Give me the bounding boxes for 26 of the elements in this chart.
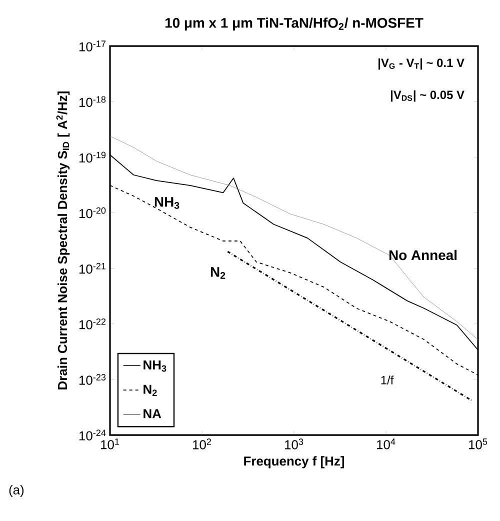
y-tick-label: 10$^{-22}$ (79, 318, 106, 330)
y-tick-label: 10$^{-21}$ (79, 262, 106, 274)
text: (a) (9, 484, 24, 498)
x-tick-label: 10$^{4}$ (377, 438, 396, 450)
annotation: |V$_{G}$ - V$_{T}$| ~ 0.1 V (378, 58, 464, 70)
x-tick-label: 10$^{2}$ (193, 438, 212, 450)
y-tick-label: 10$^{-23}$ (79, 374, 106, 385)
legend-label: N$_{2}$ (144, 384, 157, 396)
y-tick-label: 10$^{-20}$ (79, 207, 106, 218)
x-tick-label: 10$^{3}$ (285, 438, 304, 450)
x-axis-title: Frequency f [Hz] (244, 456, 344, 468)
annotation: 1/f (381, 376, 394, 384)
x-tick-label: 10$^{1}$ (101, 438, 120, 450)
annotation: No Anneal (389, 250, 456, 260)
annotation: N$_{2}$ (210, 267, 226, 279)
legend-label: NH$_{3}$ (144, 360, 166, 372)
legend-label: NA (144, 409, 162, 418)
annotation: |V$_{DS}$| ~ 0.05 V (390, 90, 464, 102)
y-tick-label: 10$^{-17}$ (79, 40, 106, 52)
annotation: NH$_{3}$ (154, 197, 180, 209)
y-tick-label: 10$^{-18}$ (79, 96, 106, 107)
chart-title: 10 μm x 1 μm TiN-TaN/HfO$_{2}$/ n-MOSFET (165, 18, 424, 31)
y-axis-title: Drain Current Noise Spectral Density S$_{ID}$ [ A$^{2}$/Hz] (56, 92, 70, 390)
y-tick-label: 10$^{-24}$ (79, 430, 106, 440)
x-tick-label: 10$^{5}$ (469, 438, 488, 450)
y-tick-label: 10$^{-19}$ (79, 152, 106, 163)
